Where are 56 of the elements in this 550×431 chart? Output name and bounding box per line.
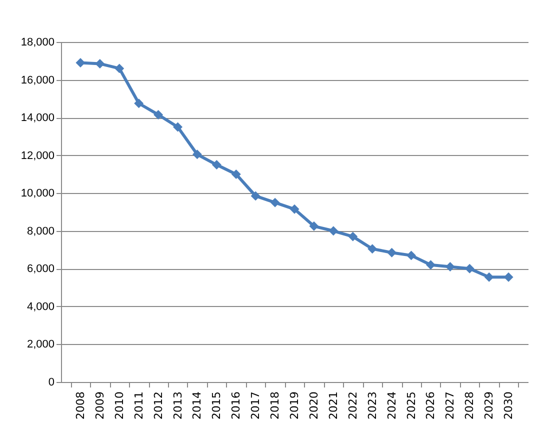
point [250, 191, 260, 201]
x-tick-label: 2021 [326, 392, 340, 420]
point [309, 221, 319, 231]
y-tick-label: 4,000 [26, 300, 54, 313]
x-tick-label: 2011 [132, 392, 146, 420]
y-tick-label: 12,000 [20, 150, 54, 162]
point [368, 244, 378, 254]
x-tick-label: 2024 [385, 392, 398, 420]
point [484, 272, 494, 282]
x-tick-label: 2016 [230, 392, 243, 420]
y-tick-label: 2,000 [26, 338, 54, 351]
x-tick-label: 2026 [424, 392, 438, 420]
x-tick-label: 2010 [112, 392, 126, 420]
x-tick-label: 2025 [404, 392, 418, 420]
x-tick-label: 2030 [502, 392, 516, 420]
x-tick-label: 2028 [463, 392, 476, 420]
y-tick-label: 0 [48, 376, 54, 388]
y-tick-label: 18,000 [20, 36, 54, 48]
x-tick-label: 2019 [288, 392, 301, 420]
point [212, 160, 222, 170]
point [76, 58, 86, 68]
point [445, 262, 455, 272]
x-tick-label: 2008 [74, 392, 87, 420]
y-tick-label: 6,000 [26, 263, 54, 276]
x-tick-label: 2020 [307, 392, 320, 420]
y-tick-label: 10,000 [20, 188, 54, 200]
x-tick-label: 2027 [444, 392, 457, 420]
x-tick-label: 2017 [249, 392, 262, 420]
point [95, 58, 105, 68]
point [348, 232, 358, 242]
point [328, 226, 338, 236]
point [114, 64, 124, 74]
y-tick-label: 14,000 [20, 112, 54, 124]
x-tick-label: 2018 [268, 392, 282, 420]
point [270, 198, 280, 208]
point [406, 250, 416, 260]
x-tick-label: 2022 [346, 392, 360, 420]
point [504, 272, 514, 282]
y-tick-label: 16,000 [20, 74, 54, 86]
point [464, 264, 474, 274]
point [290, 204, 300, 214]
x-tick-label: 2014 [190, 392, 204, 420]
point [426, 260, 436, 270]
x-tick-label: 2013 [171, 392, 184, 420]
point [231, 169, 241, 179]
x-tick-label: 2023 [366, 392, 379, 420]
point [134, 98, 144, 108]
point [173, 122, 182, 132]
x-tick-label: 2029 [482, 392, 496, 420]
point [154, 110, 164, 120]
point [192, 150, 202, 160]
y-tick-label: 8,000 [26, 225, 54, 238]
x-tick-label: 2012 [152, 392, 165, 420]
x-tick-label: 2015 [210, 392, 224, 420]
x-tick-label: 2009 [93, 392, 106, 420]
point [387, 248, 397, 258]
